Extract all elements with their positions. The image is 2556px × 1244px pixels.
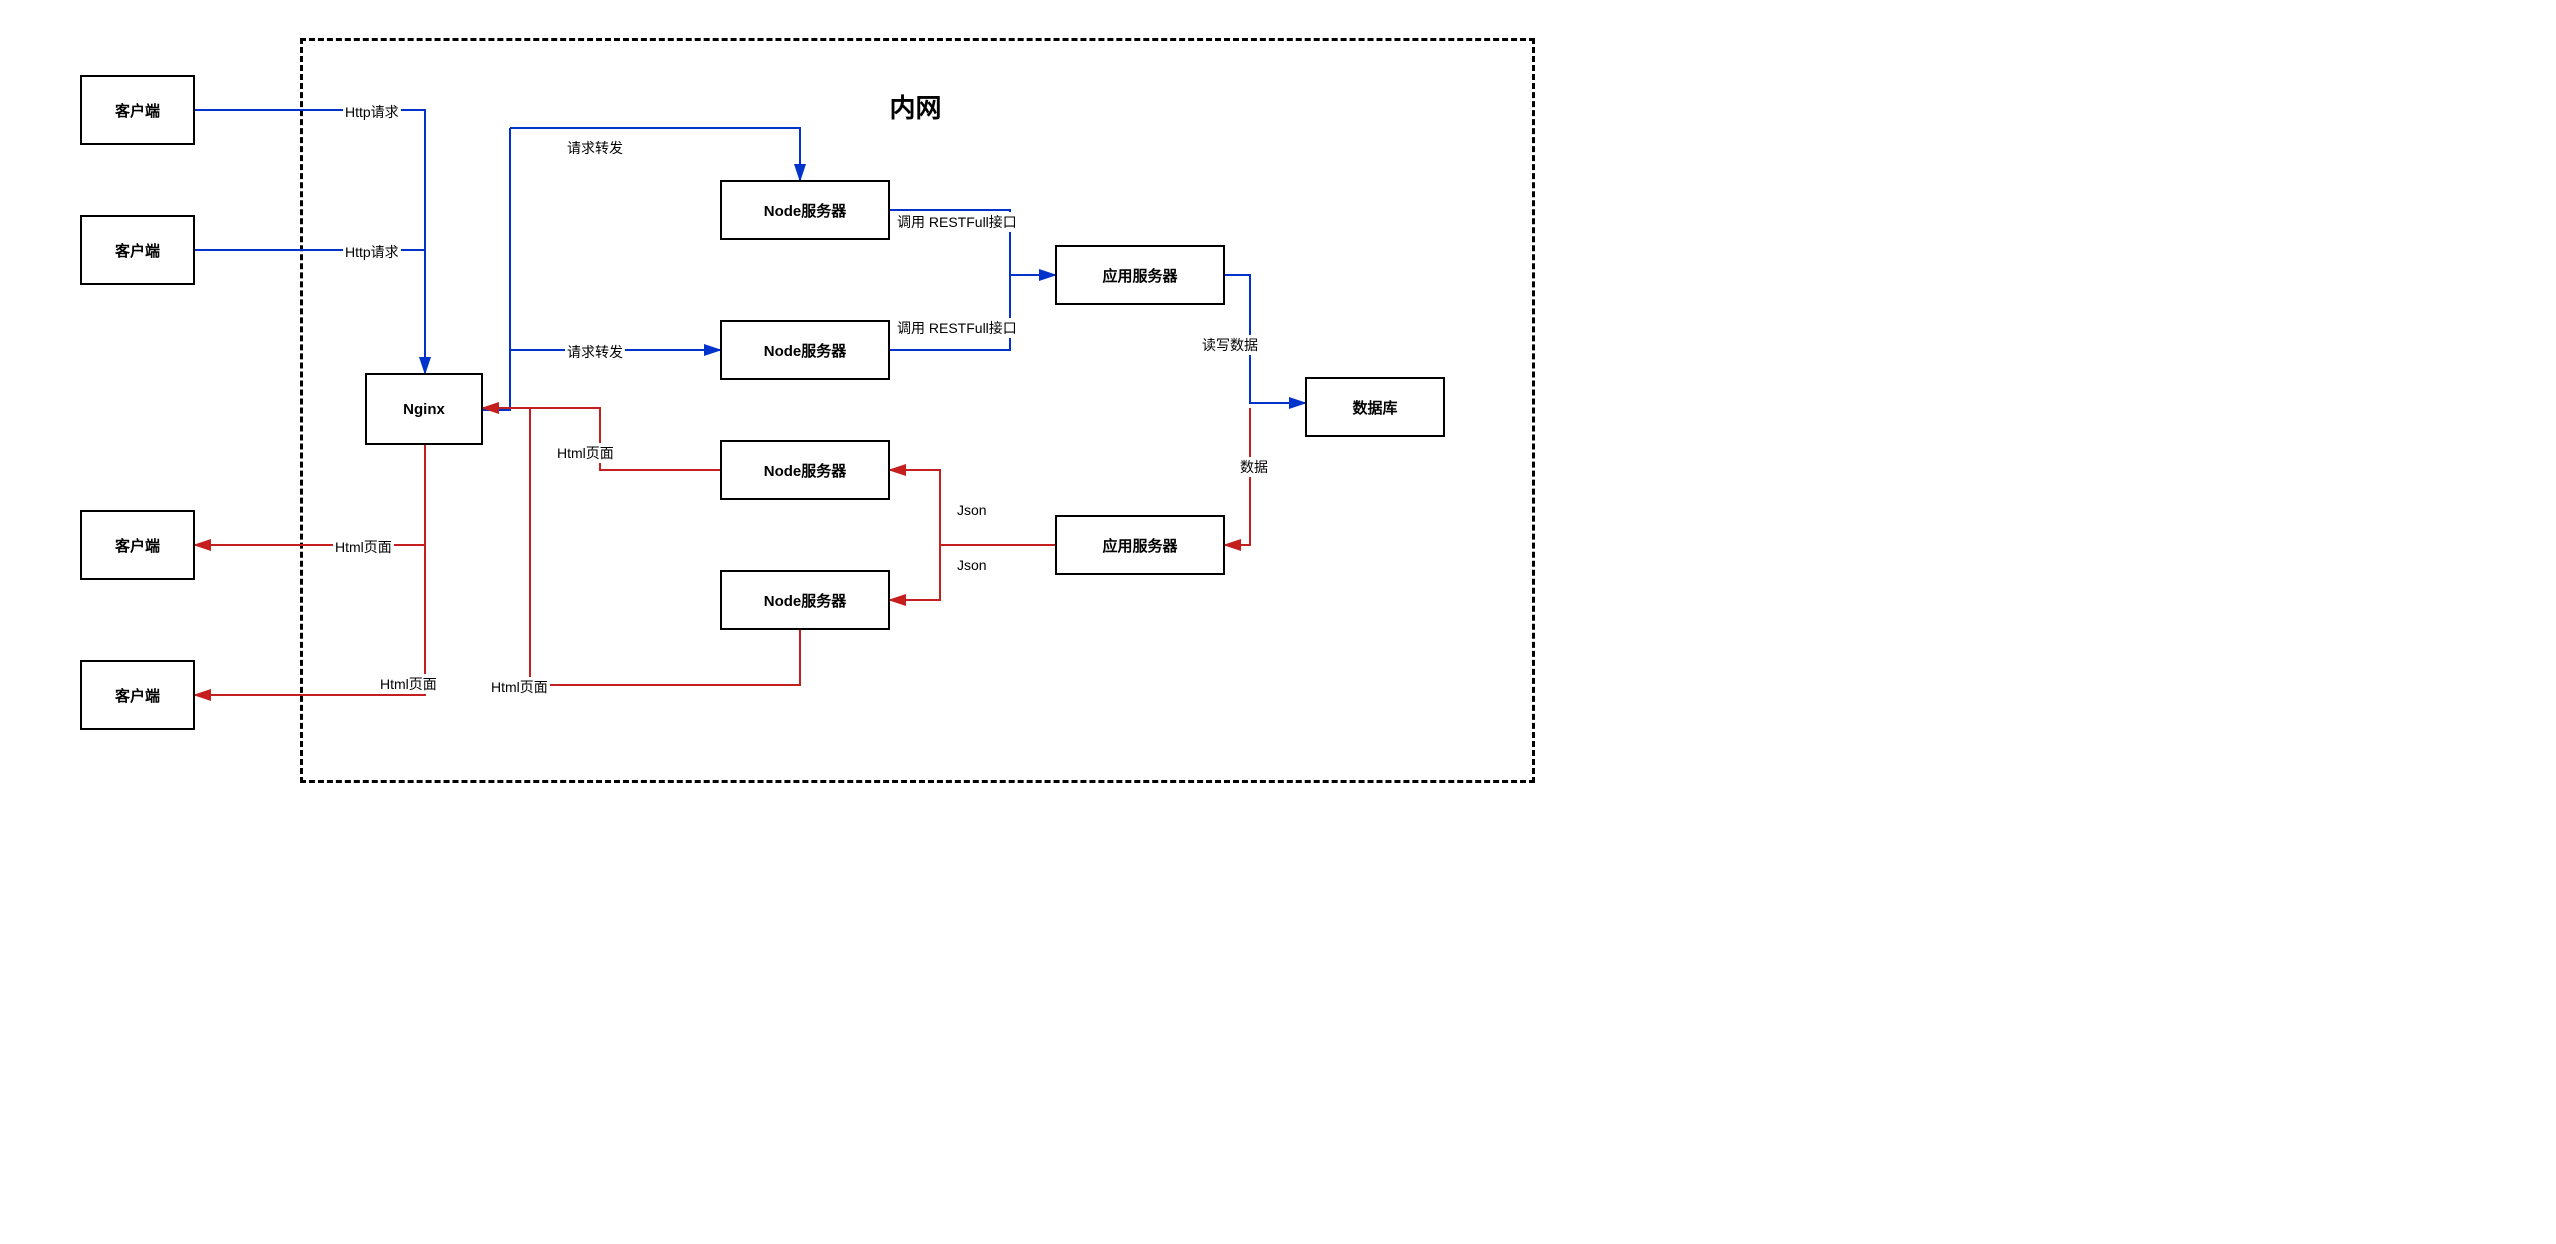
- node-label: 应用服务器: [1102, 265, 1177, 286]
- node-label: Node服务器: [764, 340, 847, 361]
- node-app2: 应用服务器: [1055, 515, 1225, 575]
- edge-label: 数据: [1238, 457, 1270, 477]
- edge-label: Http请求: [343, 102, 401, 122]
- edge-label: Json: [955, 502, 989, 518]
- edge-label: Html页面: [555, 443, 616, 463]
- node-node3: Node服务器: [720, 440, 890, 500]
- node-label: Nginx: [403, 401, 445, 418]
- edge-label: 读写数据: [1200, 335, 1260, 355]
- node-node2: Node服务器: [720, 320, 890, 380]
- edge-label: 请求转发: [565, 138, 625, 158]
- intranet-title: 内网: [890, 88, 942, 125]
- node-client1: 客户端: [80, 75, 195, 145]
- node-label: Node服务器: [764, 590, 847, 611]
- node-label: 客户端: [115, 685, 160, 706]
- node-node1: Node服务器: [720, 180, 890, 240]
- node-client4: 客户端: [80, 660, 195, 730]
- node-label: 客户端: [115, 535, 160, 556]
- edge-label: 调用 RESTFull接口: [895, 212, 1019, 232]
- node-node4: Node服务器: [720, 570, 890, 630]
- node-label: 数据库: [1352, 397, 1397, 418]
- node-client2: 客户端: [80, 215, 195, 285]
- node-label: 客户端: [115, 240, 160, 261]
- node-nginx: Nginx: [365, 373, 483, 445]
- edge-label: Json: [955, 557, 989, 573]
- node-label: Node服务器: [764, 460, 847, 481]
- edge-label: Html页面: [489, 677, 550, 697]
- edge-label: Html页面: [378, 674, 439, 694]
- node-app1: 应用服务器: [1055, 245, 1225, 305]
- edge-label: 请求转发: [565, 342, 625, 362]
- node-label: Node服务器: [764, 200, 847, 221]
- node-db: 数据库: [1305, 377, 1445, 437]
- edge-label: Http请求: [343, 242, 401, 262]
- node-client3: 客户端: [80, 510, 195, 580]
- node-label: 应用服务器: [1102, 535, 1177, 556]
- edge-label: 调用 RESTFull接口: [895, 318, 1019, 338]
- edge-label: Html页面: [333, 537, 394, 557]
- node-label: 客户端: [115, 100, 160, 121]
- diagram-canvas: 内网 客户端客户端客户端客户端NginxNode服务器Node服务器Node服务…: [20, 20, 1560, 800]
